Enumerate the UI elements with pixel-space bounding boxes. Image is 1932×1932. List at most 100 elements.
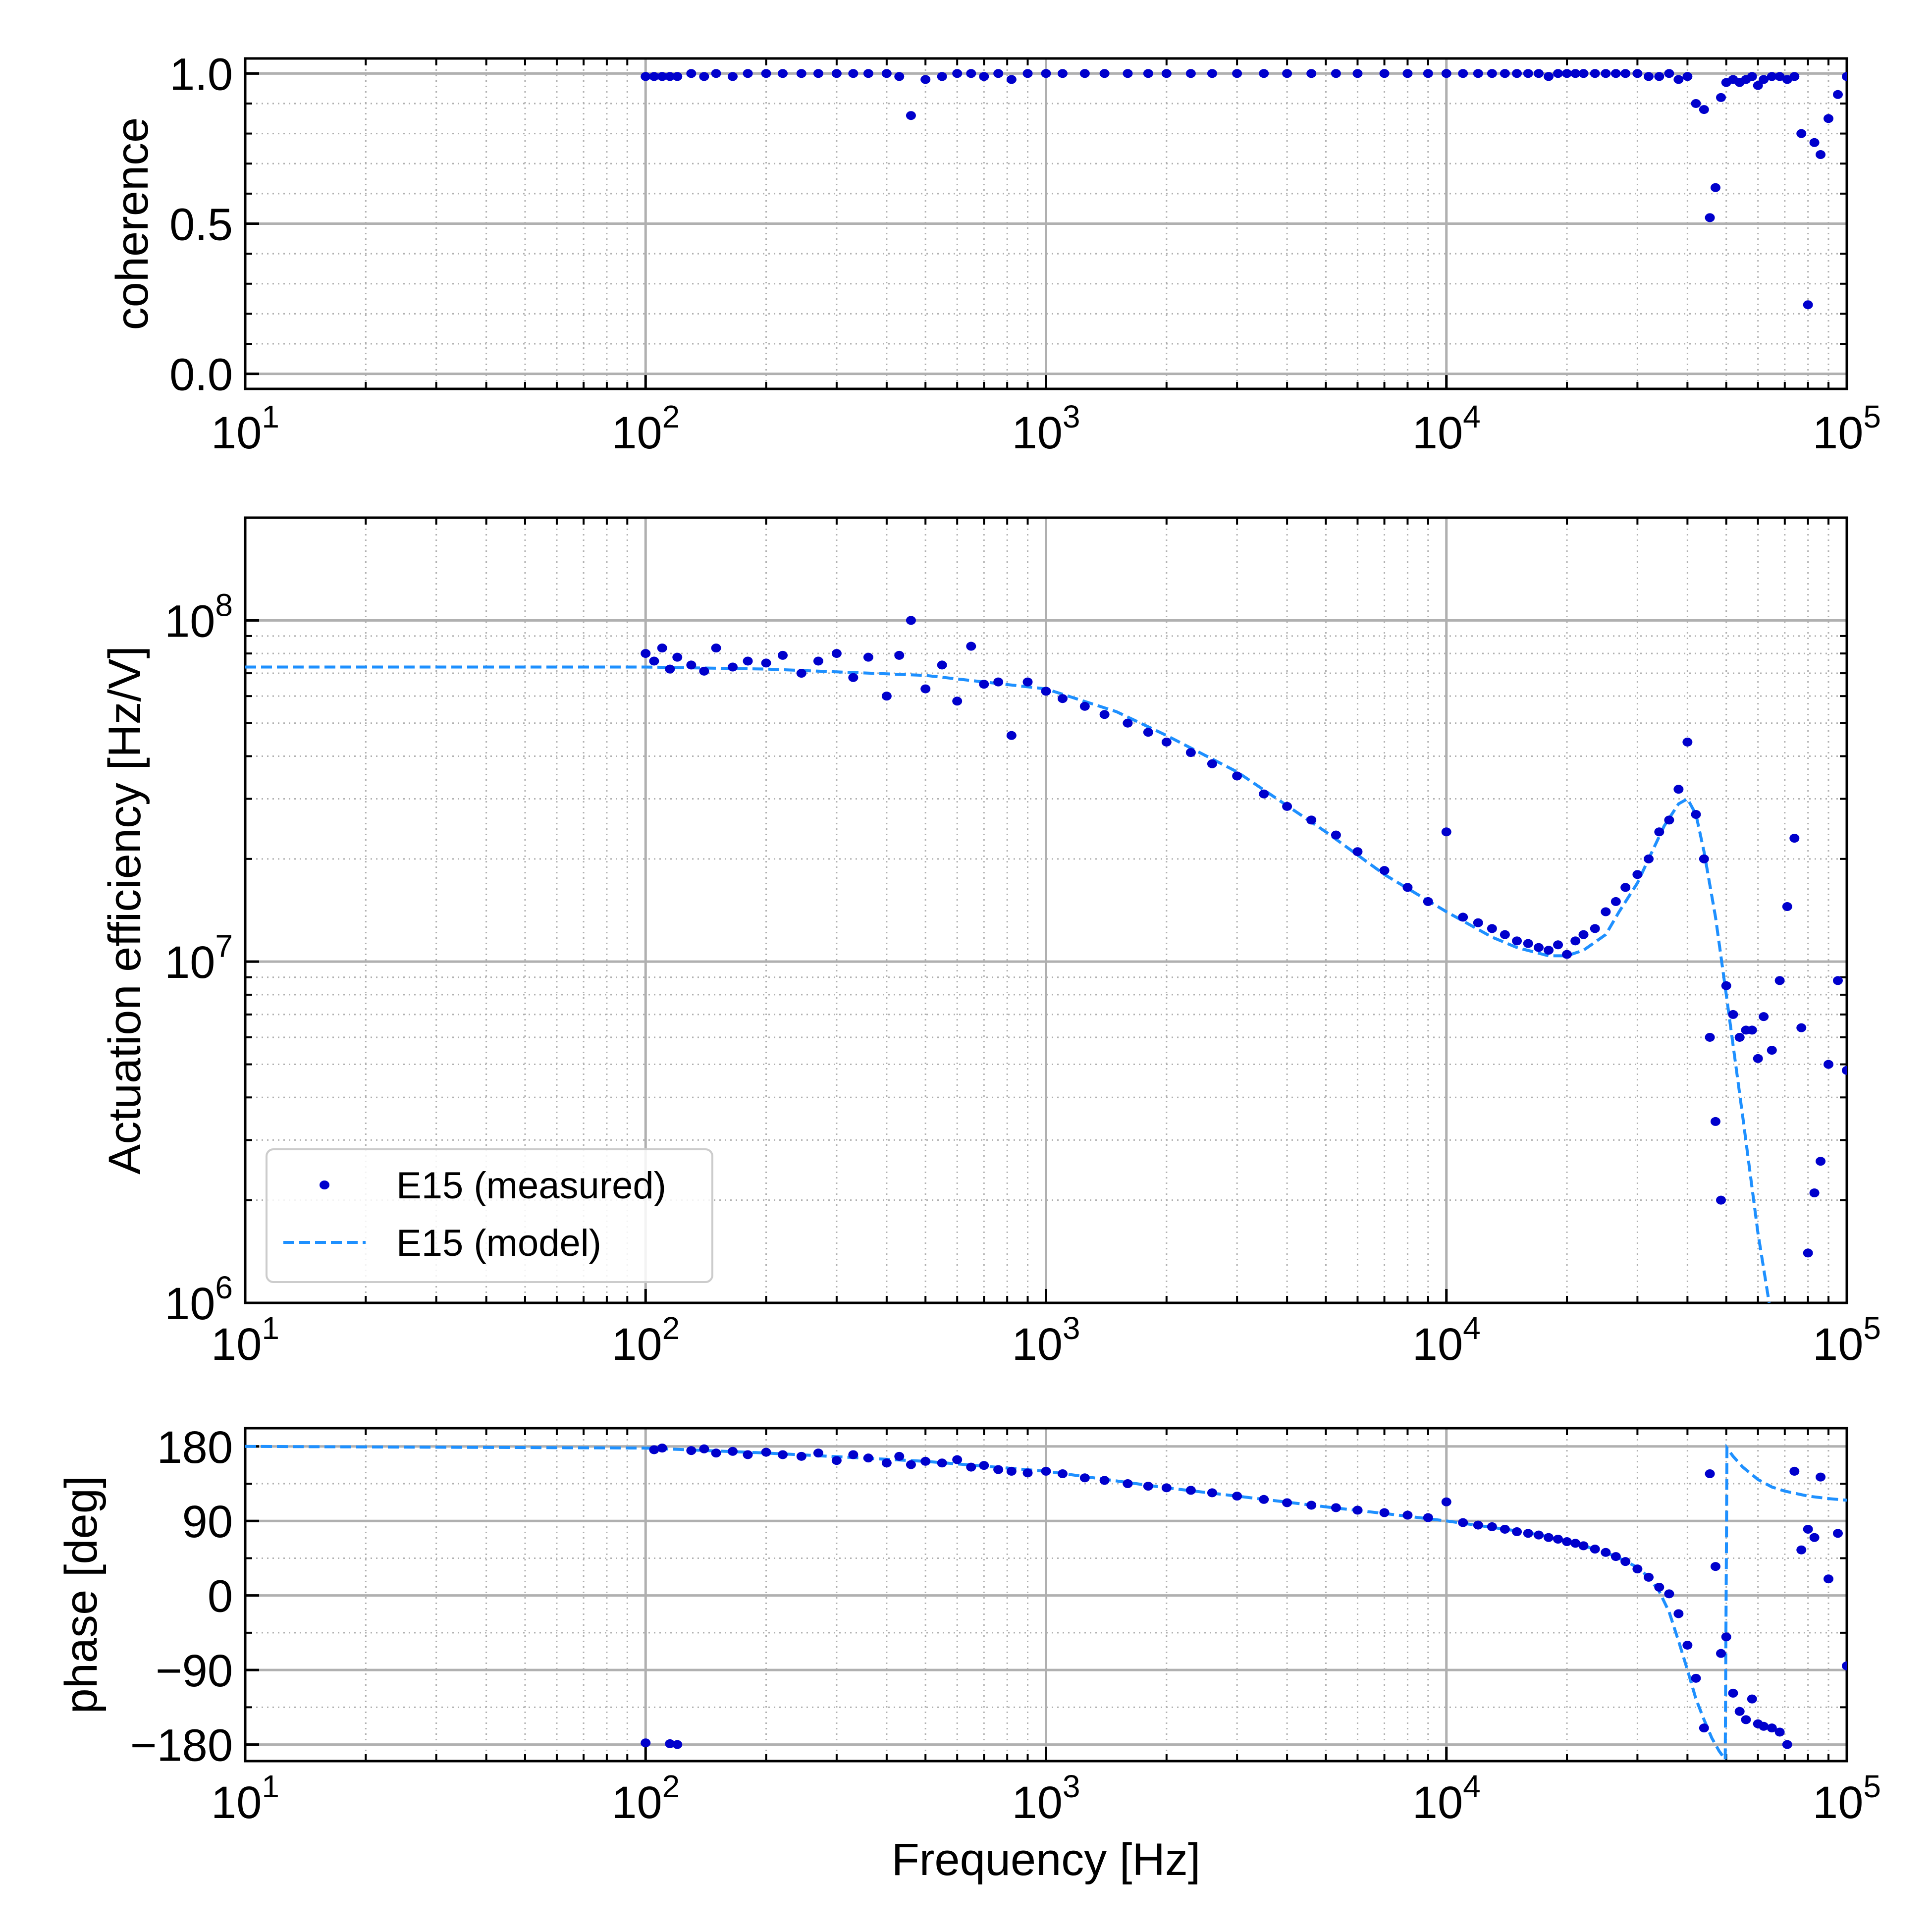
coherence-point xyxy=(778,69,788,78)
x-tick-exponent: 4 xyxy=(1463,1769,1481,1804)
x-tick-exponent: 1 xyxy=(262,1310,279,1346)
measured-magnitude-point xyxy=(1699,854,1709,863)
measured-phase-point xyxy=(1741,1715,1751,1724)
coherence-point xyxy=(761,69,771,78)
coherence-axes-frame xyxy=(244,57,1848,390)
y-tick-label: −180 xyxy=(130,1720,233,1771)
x-tick-exponent: 5 xyxy=(1863,1769,1881,1804)
coherence-point xyxy=(894,72,905,81)
x-tick-label: 101 xyxy=(211,1310,279,1370)
measured-magnitude-point xyxy=(979,680,989,689)
measured-magnitude-point xyxy=(1716,1195,1726,1205)
measured-phase-point xyxy=(831,1456,842,1465)
measured-magnitude-point xyxy=(1523,939,1533,948)
measured-phase-point xyxy=(1282,1498,1292,1507)
measured-phase-point xyxy=(848,1450,859,1459)
measured-magnitude-point xyxy=(1423,897,1433,906)
coherence-point xyxy=(1816,150,1826,160)
coherence-point xyxy=(1282,69,1292,78)
y-tick-base: 10 xyxy=(164,1279,215,1329)
x-tick-base: 10 xyxy=(611,408,662,458)
x-tick-base: 10 xyxy=(1012,1777,1063,1828)
coherence-point xyxy=(848,69,859,78)
x-tick-base: 10 xyxy=(1813,1777,1863,1828)
coherence-point xyxy=(1458,69,1468,78)
legend-label-model: E15 (model) xyxy=(396,1222,601,1264)
y-tick-label: 107 xyxy=(164,928,233,988)
measured-magnitude-point xyxy=(1734,1032,1745,1042)
measured-magnitude-point xyxy=(1487,924,1497,933)
measured-phase-point xyxy=(1728,1688,1738,1698)
measured-magnitude-point xyxy=(778,650,788,660)
measured-magnitude-point xyxy=(1473,918,1483,927)
measured-magnitude-point xyxy=(1774,976,1785,985)
measured-magnitude-point xyxy=(1402,883,1413,892)
x-tick-base: 10 xyxy=(1813,1319,1863,1370)
coherence-point xyxy=(920,75,931,84)
measured-magnitude-point xyxy=(1207,759,1217,768)
legend-box xyxy=(266,1148,713,1283)
x-tick-exponent: 3 xyxy=(1063,1769,1080,1804)
measured-phase-point xyxy=(1143,1482,1153,1491)
coherence-point xyxy=(906,111,916,120)
measured-magnitude-point xyxy=(1705,1032,1715,1042)
measured-phase-point xyxy=(1824,1574,1834,1584)
x-tick-exponent: 2 xyxy=(662,1769,680,1804)
measured-magnitude-point xyxy=(894,650,905,660)
coherence-point xyxy=(1716,93,1726,102)
legend-label-measured: E15 (measured) xyxy=(396,1165,666,1207)
measured-phase-point xyxy=(1610,1552,1621,1561)
coherence-point xyxy=(743,69,753,78)
x-tick-exponent: 2 xyxy=(662,399,680,434)
coherence-point xyxy=(1710,183,1720,192)
measured-magnitude-point xyxy=(831,649,842,658)
measured-magnitude-point xyxy=(1809,1188,1820,1198)
coherence-point xyxy=(1512,69,1522,78)
measured-magnitude-point xyxy=(1041,687,1051,696)
coherence-point xyxy=(1553,69,1563,78)
measured-phase-point xyxy=(1006,1466,1017,1476)
measured-magnitude-point xyxy=(906,616,916,625)
measured-magnitude-point xyxy=(1796,1023,1807,1032)
coherence-point xyxy=(1705,213,1715,222)
measured-phase-point xyxy=(1809,1533,1820,1542)
measured-phase-point xyxy=(1578,1541,1589,1551)
x-tick-label: 102 xyxy=(611,1769,680,1828)
legend: E15 (measured) E15 (model) xyxy=(266,1148,713,1283)
measured-magnitude-point xyxy=(813,656,823,666)
coherence-point xyxy=(1331,69,1341,78)
measured-phase-point xyxy=(1721,1632,1731,1642)
x-tick-label: 103 xyxy=(1012,1310,1080,1370)
phase-ylabel: phase [deg] xyxy=(56,1476,107,1714)
measured-phase-point xyxy=(1123,1479,1133,1488)
measured-magnitude-point xyxy=(1500,930,1510,939)
magnitude-ylabel: Actuation efficiency [Hz/V] xyxy=(100,646,150,1175)
measured-phase-point xyxy=(1352,1505,1363,1515)
coherence-point xyxy=(1759,75,1769,84)
measured-magnitude-point xyxy=(657,644,667,653)
measured-phase-point xyxy=(657,1444,667,1453)
coherence-point xyxy=(1682,72,1693,81)
measured-magnitude-point xyxy=(728,662,738,672)
measured-phase-point xyxy=(665,1739,675,1748)
measured-phase-point xyxy=(1207,1488,1217,1498)
measured-magnitude-point xyxy=(1832,976,1843,985)
coherence-point xyxy=(1610,69,1621,78)
coherence-point xyxy=(1774,72,1785,81)
measured-magnitude-point xyxy=(1632,870,1643,879)
coherence-point xyxy=(1570,69,1581,78)
coherence-point xyxy=(1544,72,1554,81)
y-tick-label: −90 xyxy=(156,1646,233,1696)
measured-phase-point xyxy=(1402,1510,1413,1520)
measured-phase-point xyxy=(1562,1537,1572,1547)
coherence-point xyxy=(1306,69,1317,78)
measured-magnitude-point xyxy=(952,697,963,706)
measured-phase-point xyxy=(649,1445,659,1454)
coherence-point xyxy=(1079,69,1090,78)
y-tick-label: 1.0 xyxy=(169,49,233,100)
measured-phase-point xyxy=(1716,1649,1726,1658)
measured-magnitude-point xyxy=(1789,834,1800,843)
measured-magnitude-point xyxy=(920,684,931,694)
coherence-point xyxy=(1562,69,1572,78)
